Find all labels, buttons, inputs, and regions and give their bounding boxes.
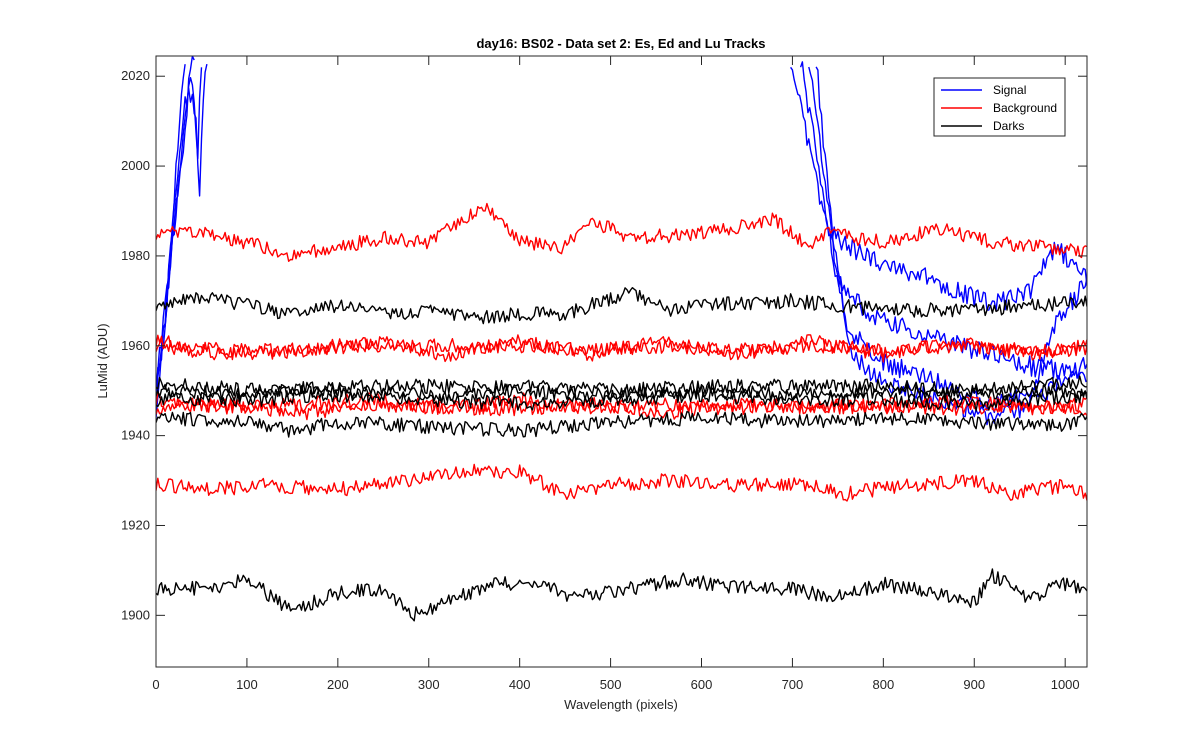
series-line-darks	[156, 388, 1087, 412]
series-line-signal	[799, 61, 1087, 383]
x-axis-label: Wavelength (pixels)	[564, 697, 678, 712]
x-axis: 0 100 200 300 400 500 600 700 800 900 1000	[152, 56, 1080, 692]
series-line-background	[156, 202, 1087, 262]
x-tick-label: 700	[782, 677, 804, 692]
series-line-darks	[156, 568, 1087, 622]
x-tick-label: 800	[872, 677, 894, 692]
legend: Signal Background Darks	[933, 77, 1066, 137]
x-tick-label: 500	[600, 677, 622, 692]
series-layer	[156, 56, 1087, 622]
series-line-darks	[156, 287, 1087, 325]
x-tick-label: 1000	[1051, 677, 1080, 692]
series-line-darks	[156, 410, 1087, 438]
y-tick-label: 1940	[121, 428, 150, 443]
plot-area-frame	[155, 55, 1088, 668]
series-line-signal	[790, 66, 1087, 312]
y-tick-label: 1900	[121, 607, 150, 622]
y-tick-label: 2000	[121, 158, 150, 173]
series-line-signal	[156, 56, 195, 400]
x-tick-label: 100	[236, 677, 258, 692]
x-tick-label: 0	[152, 677, 159, 692]
legend-label: Background	[993, 101, 1057, 115]
legend-label: Signal	[993, 83, 1026, 97]
series-line-background	[156, 334, 1087, 363]
y-tick-label: 1980	[121, 248, 150, 263]
chart-title: day16: BS02 - Data set 2: Es, Ed and Lu …	[476, 36, 765, 51]
x-tick-label: 400	[509, 677, 531, 692]
y-tick-label: 2020	[121, 68, 150, 83]
legend-label: Darks	[993, 119, 1024, 133]
x-tick-label: 600	[691, 677, 713, 692]
y-tick-label: 1920	[121, 517, 150, 532]
series-line-background	[156, 463, 1087, 502]
y-tick-label: 1960	[121, 338, 150, 353]
x-tick-label: 200	[327, 677, 349, 692]
x-tick-label: 900	[963, 677, 985, 692]
x-tick-label: 300	[418, 677, 440, 692]
series-line-signal	[156, 63, 208, 392]
series-line-signal	[815, 66, 1087, 426]
y-axis-label: LuMid (ADU)	[95, 323, 110, 398]
y-axis: 1900 1920 1940 1960 1980 2000 2020	[121, 68, 1087, 622]
